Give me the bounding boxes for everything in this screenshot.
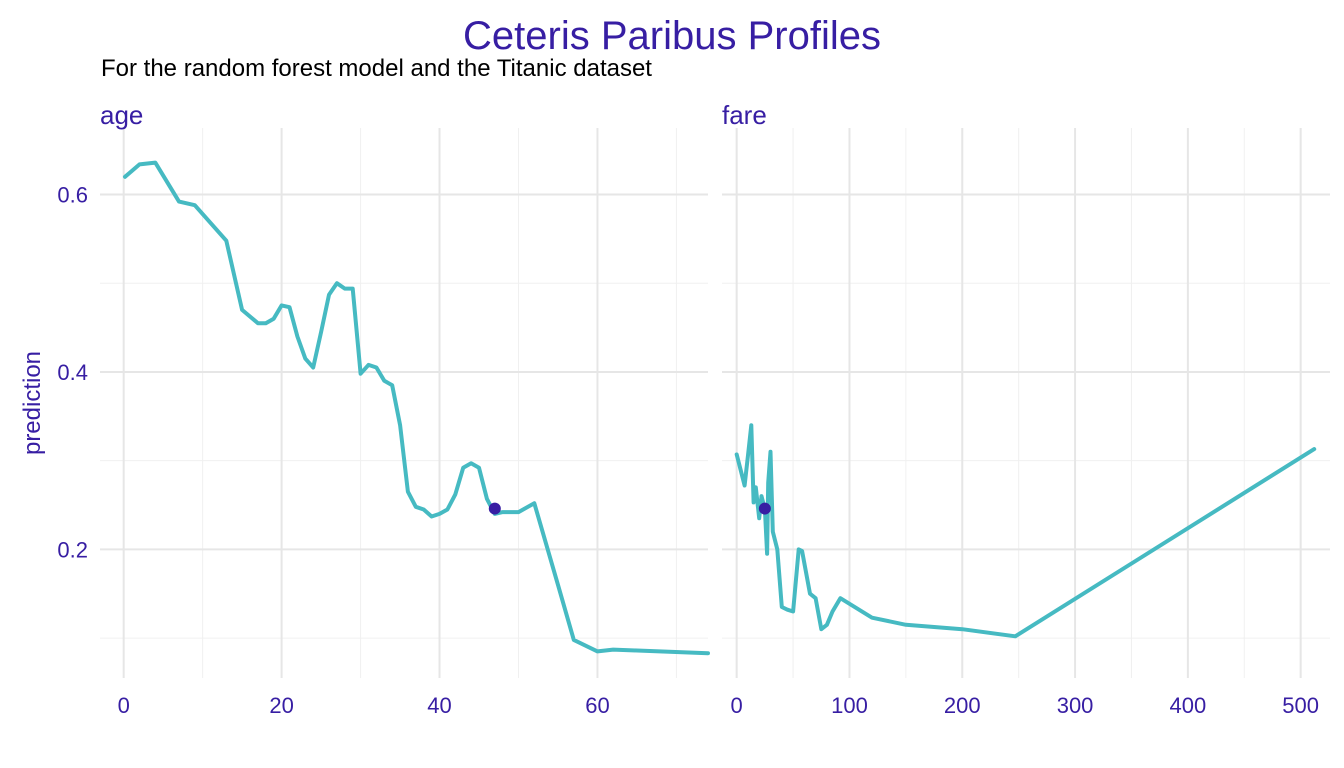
x-tick-label: 100 xyxy=(831,693,868,718)
x-tick-label: 20 xyxy=(269,693,293,718)
x-tick-label: 60 xyxy=(585,693,609,718)
y-axis-label: prediction xyxy=(19,351,46,455)
x-tick-label: 200 xyxy=(944,693,981,718)
panel-label-fare: fare xyxy=(722,100,767,130)
observation-point-age xyxy=(488,502,501,515)
x-tick-label: 0 xyxy=(731,693,743,718)
y-tick-label: 0.6 xyxy=(57,183,88,208)
y-tick-label: 0.2 xyxy=(57,537,88,562)
chart-title: Ceteris Paribus Profiles xyxy=(463,14,881,58)
panel-fare: fare 0 100 200 300 400 500 xyxy=(722,100,1330,718)
panel-age: age 0 20 40 60 xyxy=(100,100,710,718)
x-tick-label: 0 xyxy=(118,693,130,718)
y-tick-label: 0.4 xyxy=(57,360,88,385)
x-tick-label: 400 xyxy=(1170,693,1207,718)
x-tick-label: 300 xyxy=(1057,693,1094,718)
observation-point-fare xyxy=(758,502,771,515)
profile-line-age xyxy=(123,160,710,656)
panel-label-age: age xyxy=(100,100,143,130)
x-tick-label: 40 xyxy=(427,693,451,718)
x-tick-label: 500 xyxy=(1282,693,1319,718)
profile-line-fare xyxy=(734,423,1317,639)
chart-subtitle: For the random forest model and the Tita… xyxy=(101,55,652,82)
